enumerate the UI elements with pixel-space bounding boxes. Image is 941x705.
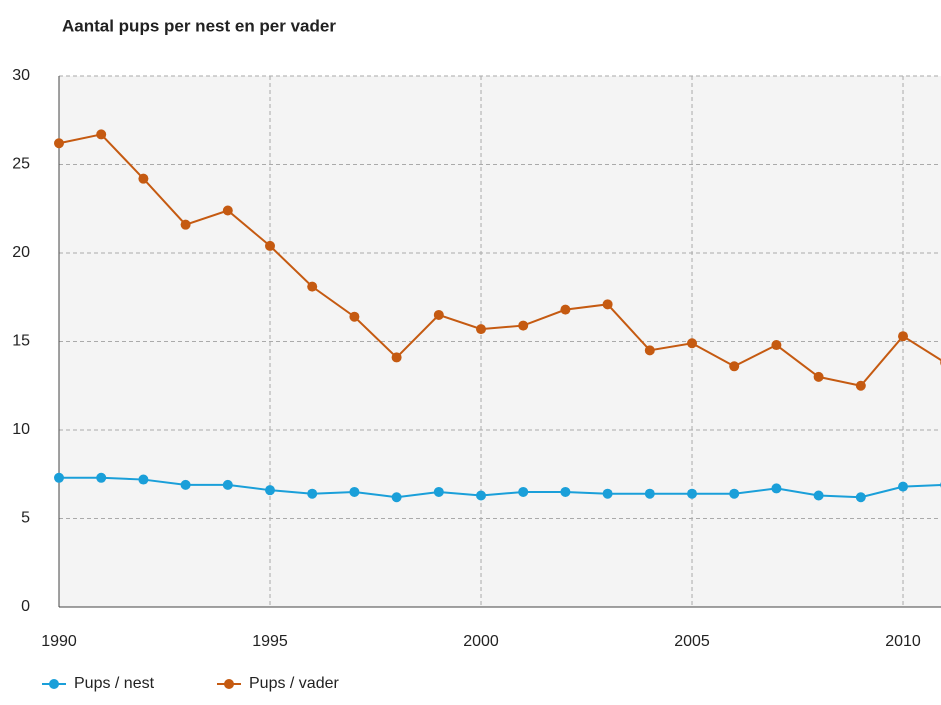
data-point xyxy=(307,281,318,292)
legend-label: Pups / nest xyxy=(74,675,155,692)
x-tick-label: 1990 xyxy=(41,633,77,650)
y-tick-label: 20 xyxy=(12,244,30,261)
data-point xyxy=(54,472,64,483)
legend-swatch xyxy=(224,679,234,689)
data-point xyxy=(138,173,149,184)
data-point xyxy=(96,129,107,140)
data-point xyxy=(602,299,613,310)
data-point xyxy=(644,345,655,356)
data-point xyxy=(729,488,740,499)
data-point xyxy=(687,488,698,499)
plot-area xyxy=(54,129,941,503)
data-point xyxy=(307,488,318,499)
data-point xyxy=(265,485,276,496)
data-point xyxy=(771,483,782,494)
data-point xyxy=(222,479,233,490)
data-point xyxy=(476,490,487,501)
data-point xyxy=(729,361,740,372)
legend-swatch xyxy=(49,679,59,689)
data-point xyxy=(518,320,529,331)
y-tick-label: 5 xyxy=(21,510,30,527)
y-tick-label: 10 xyxy=(12,421,30,438)
data-point xyxy=(898,331,909,342)
data-point xyxy=(560,304,571,315)
data-point xyxy=(54,138,64,149)
y-tick-label: 0 xyxy=(21,598,30,615)
data-point xyxy=(560,486,571,497)
data-point xyxy=(391,492,402,503)
data-point xyxy=(391,352,402,363)
data-point xyxy=(476,324,487,335)
data-point xyxy=(180,479,191,490)
data-point xyxy=(855,380,866,391)
data-point xyxy=(771,340,782,351)
data-point xyxy=(138,474,149,485)
data-point xyxy=(898,481,909,492)
legend-label: Pups / vader xyxy=(249,675,340,692)
data-point xyxy=(96,472,107,483)
data-point xyxy=(433,309,444,320)
data-point xyxy=(180,219,191,230)
data-point xyxy=(222,205,233,216)
y-tick-label: 25 xyxy=(12,156,30,173)
y-tick-label: 15 xyxy=(12,333,30,350)
data-point xyxy=(433,486,444,497)
x-tick-label: 2010 xyxy=(885,633,921,650)
data-point xyxy=(813,490,824,501)
y-tick-label: 30 xyxy=(12,67,30,84)
data-point xyxy=(855,492,866,503)
data-point xyxy=(518,486,529,497)
chart-title: Aantal pups per nest en per vader xyxy=(62,16,336,35)
x-tick-label: 2000 xyxy=(463,633,499,650)
data-point xyxy=(349,311,360,322)
data-point xyxy=(349,486,360,497)
data-point xyxy=(602,488,613,499)
series-line xyxy=(58,133,941,387)
series-line xyxy=(59,476,941,499)
data-point xyxy=(813,371,824,382)
data-point xyxy=(687,338,698,349)
data-point xyxy=(644,488,655,499)
x-tick-label: 1995 xyxy=(252,633,288,650)
x-tick-label: 2005 xyxy=(674,633,710,650)
data-point xyxy=(265,240,276,251)
